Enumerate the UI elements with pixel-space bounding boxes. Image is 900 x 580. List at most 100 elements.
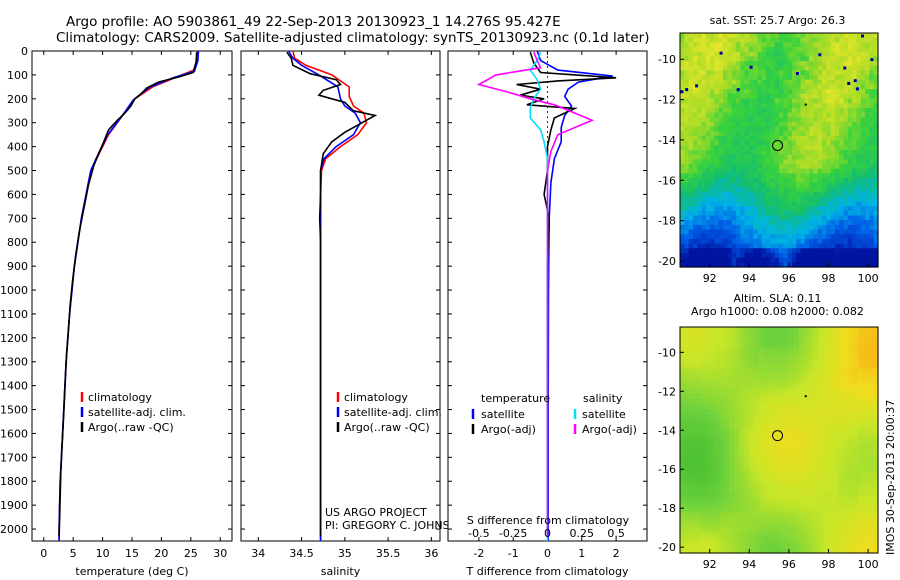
- map-cell: [734, 506, 740, 513]
- map-cell: [723, 131, 728, 137]
- x-axis-label: T difference from climatology: [466, 565, 629, 578]
- map-cell: [774, 257, 780, 263]
- map-cell: [853, 404, 859, 410]
- map-cell: [848, 357, 854, 364]
- map-cell: [858, 357, 864, 364]
- map-cell: [774, 491, 780, 498]
- map-cell: [718, 215, 724, 221]
- map-cell: [748, 220, 754, 226]
- map-cell: [804, 126, 810, 132]
- map-cell: [754, 470, 760, 477]
- map-cell: [823, 373, 830, 379]
- map-cell: [804, 262, 810, 268]
- map-cell: [826, 252, 832, 259]
- map-cell: [714, 117, 720, 123]
- map-cell: [868, 522, 874, 528]
- map-cell: [838, 455, 844, 462]
- map-cell: [680, 206, 685, 212]
- map-cell: [873, 419, 879, 426]
- map-cell: [869, 220, 875, 226]
- map-cell: [779, 126, 784, 132]
- map-cell: [770, 206, 776, 212]
- map-cell: [701, 140, 707, 146]
- map-cell: [680, 527, 686, 534]
- map-cell: [766, 117, 771, 123]
- map-cell: [863, 419, 869, 426]
- map-cell: [779, 201, 784, 207]
- map-cell: [791, 262, 797, 268]
- map-cell: [843, 357, 849, 364]
- map-cell: [839, 47, 845, 53]
- map-cell: [694, 398, 701, 405]
- map-cell: [719, 327, 726, 333]
- map-cell: [697, 112, 703, 118]
- map-cell: [852, 93, 858, 100]
- map-cell: [833, 342, 839, 349]
- map-cell: [684, 262, 690, 268]
- map-cell: [761, 93, 767, 100]
- y-tick-label: -14: [658, 424, 676, 437]
- map-cell: [788, 496, 795, 503]
- map-cell: [689, 398, 696, 405]
- map-cell: [853, 378, 859, 385]
- map-cell: [800, 238, 806, 245]
- map-cell: [822, 178, 827, 184]
- map-cell: [863, 511, 869, 518]
- map-cell: [680, 140, 685, 146]
- map-cell: [779, 140, 784, 146]
- map-cell: [734, 352, 740, 359]
- map-cell: [754, 496, 760, 503]
- map-cell: [718, 140, 724, 146]
- map-cell: [791, 252, 797, 259]
- map-cell: [858, 522, 864, 528]
- map-cell: [853, 424, 859, 431]
- map-cell: [689, 522, 696, 528]
- map-cell: [684, 491, 691, 498]
- map-cell: [856, 196, 862, 203]
- map-cell: [808, 342, 815, 349]
- map-cell: [684, 342, 691, 349]
- map-cell: [701, 84, 707, 90]
- map-cell: [774, 347, 780, 354]
- map-cell: [822, 252, 827, 259]
- map-cell: [754, 434, 760, 441]
- map-cell: [748, 103, 754, 109]
- map-cell: [684, 98, 690, 104]
- map-cell: [688, 262, 694, 268]
- map-cell: [748, 112, 754, 118]
- map-cell: [709, 332, 716, 338]
- map-cell: [697, 84, 703, 90]
- map-cell: [852, 262, 858, 268]
- map-cell: [714, 486, 721, 492]
- map-cell: [863, 332, 869, 338]
- map-cell: [714, 79, 720, 86]
- y-tick-label: 400: [7, 141, 28, 154]
- map-cell: [684, 517, 691, 523]
- map-cell: [852, 135, 858, 142]
- map-cell: [863, 450, 869, 457]
- map-cell: [697, 229, 703, 235]
- map-cell: [701, 56, 707, 62]
- map-cell: [833, 470, 839, 477]
- map-cell: [680, 347, 686, 354]
- map-cell: [729, 465, 736, 472]
- map-cell: [709, 445, 716, 451]
- map-cell: [830, 252, 836, 259]
- map-cell: [714, 145, 720, 151]
- map-cell: [680, 93, 685, 100]
- map-cell: [710, 79, 716, 86]
- map-cell: [873, 42, 879, 48]
- map-cell: [710, 56, 716, 62]
- sst-map-title: sat. SST: 25.7 Argo: 26.3: [709, 14, 846, 27]
- map-cell: [865, 98, 870, 104]
- map-cell: [761, 248, 767, 254]
- map-cell: [848, 429, 854, 436]
- map-cell: [788, 388, 795, 395]
- map-cell: [699, 537, 706, 544]
- map-cell: [744, 465, 750, 472]
- map-cell: [863, 368, 869, 374]
- map-cell: [699, 409, 706, 415]
- map-cell: [731, 215, 737, 221]
- map-cell: [822, 145, 827, 151]
- map-cell: [779, 89, 784, 95]
